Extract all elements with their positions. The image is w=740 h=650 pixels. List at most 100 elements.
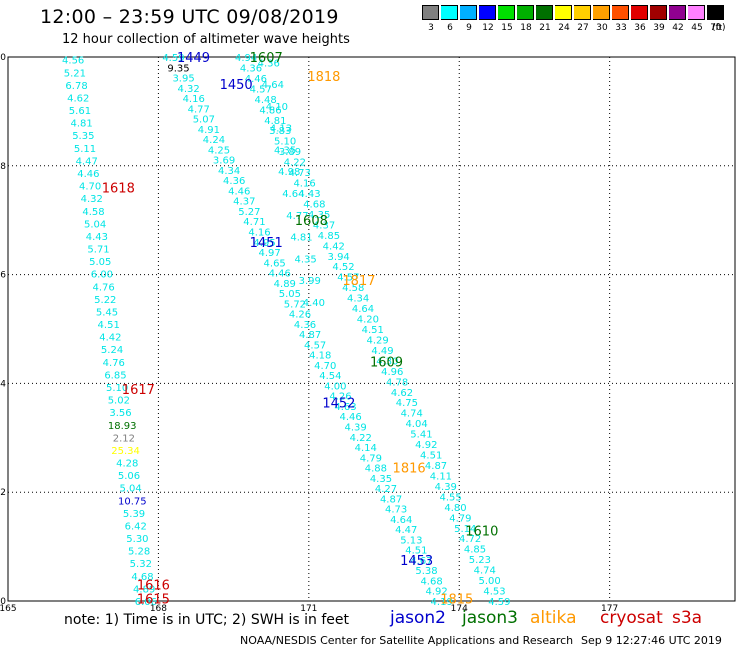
- swh-value-label: 4.59: [162, 53, 184, 64]
- swh-value-label: 4.54: [319, 371, 341, 382]
- swh-value-label: 5.02: [108, 396, 130, 407]
- swh-value-label: 4.42: [99, 333, 121, 344]
- mission-name-jason3: jason3: [462, 608, 518, 628]
- pass-time-label: 1615: [137, 592, 170, 607]
- swh-value-label: 4.76: [103, 358, 125, 369]
- swh-value-label: 4.29: [366, 335, 388, 346]
- legend-bin-label: 42: [672, 23, 684, 33]
- swh-value-label: 4.48: [254, 95, 276, 106]
- swh-value-label: 4.89: [133, 584, 155, 595]
- legend-bin-label: 3: [428, 23, 434, 33]
- swh-value-label: 4.51: [362, 325, 384, 336]
- swh-value-label: 4.56: [62, 56, 84, 67]
- swh-value-label: 3.94: [328, 252, 350, 263]
- x-tick-label: 174: [451, 604, 468, 614]
- legend-swatch: [555, 5, 572, 20]
- swh-value-label: 4.20: [357, 315, 379, 326]
- swh-value-label: 3.56: [109, 408, 131, 419]
- swh-value-label: 4.46: [245, 74, 267, 85]
- pass-time-label: 1815: [440, 592, 473, 607]
- swh-value-label: 4.22: [284, 158, 306, 169]
- legend-bin-label: 36: [634, 23, 646, 33]
- legend-swatch: [688, 5, 705, 20]
- swh-value-label: 5.22: [94, 295, 116, 306]
- swh-value-label: 5.38: [415, 566, 437, 577]
- swh-value-label: 4.46: [228, 186, 250, 197]
- swh-value-label: 3.99: [299, 276, 321, 287]
- swh-value-label: 4.87: [380, 494, 402, 505]
- swh-value-label: 4.26: [329, 392, 351, 403]
- swh-value-label: 4.16: [183, 94, 205, 105]
- swh-value-label: 5.61: [69, 106, 91, 117]
- swh-value-label: 3.83: [269, 126, 291, 137]
- swh-value-label: 5.24: [101, 345, 123, 356]
- legend-swatch: [517, 5, 534, 20]
- swh-value-label: 4.74: [401, 409, 423, 420]
- swh-value-label: 4.78: [386, 377, 408, 388]
- swh-value-label: 4.46: [77, 169, 99, 180]
- swh-value-label: 4.79: [449, 513, 471, 524]
- swh-value-label: 25.34: [111, 446, 140, 457]
- swh-value-label: 4.62: [67, 93, 89, 104]
- swh-value-label: 4.87: [425, 461, 447, 472]
- legend-unit: (ft): [712, 23, 726, 33]
- swh-value-label: 4.92: [425, 587, 447, 598]
- swh-value-label: 4.88: [365, 464, 387, 475]
- legend-swatch: [422, 5, 439, 20]
- pass-time-label: 1608: [295, 214, 328, 229]
- swh-value-label: 4.58: [82, 207, 104, 218]
- pass-time-label: 1617: [122, 383, 155, 398]
- swh-value-label: 4.37: [233, 197, 255, 208]
- swh-value-label: 4.13: [270, 124, 292, 135]
- x-tick-label: 168: [150, 604, 167, 614]
- swh-value-label: 4.18: [309, 351, 331, 362]
- swh-value-label: 10.75: [118, 496, 147, 507]
- swh-value-label: 4.96: [381, 367, 403, 378]
- chart-subtitle: 12 hour collection of altimeter wave hei…: [62, 32, 350, 47]
- pass-time-label: 1618: [102, 182, 135, 197]
- pass-time-label: 1609: [370, 356, 403, 371]
- swh-value-label: 5.10: [106, 383, 128, 394]
- swh-value-label: 4.85: [318, 231, 340, 242]
- swh-value-label: 4.04: [405, 419, 427, 430]
- swh-value-label: 4.34: [218, 166, 240, 177]
- swh-value-label: 4.87: [299, 330, 321, 341]
- swh-value-label: 4.22: [350, 433, 372, 444]
- swh-value-label: 4.70: [314, 361, 336, 372]
- swh-value-label: 6.42: [125, 521, 147, 532]
- swh-value-label: 4.35: [370, 474, 392, 485]
- legend-swatch: [460, 5, 477, 20]
- swh-value-label: 4.76: [92, 282, 114, 293]
- legend-bin-label: 9: [466, 23, 472, 33]
- pass-time-label: 1450: [220, 78, 253, 93]
- swh-value-label: 5.71: [87, 245, 109, 256]
- swh-value-label: 4.86: [259, 105, 281, 116]
- swh-value-label: 4.52: [332, 262, 354, 273]
- swh-value-label: 4.24: [203, 135, 225, 146]
- swh-value-label: 4.64: [262, 80, 284, 91]
- swh-value-label: 4.95: [253, 238, 275, 249]
- mission-name-jason2: jason2: [390, 608, 446, 628]
- swh-value-label: 4.85: [464, 545, 486, 556]
- pass-time-label: 1449: [177, 51, 210, 66]
- swh-value-label: 5.04: [120, 484, 142, 495]
- pass-time-label: 1818: [307, 70, 340, 85]
- legend-bin-label: 27: [577, 23, 589, 33]
- swh-value-label: 4.51: [405, 546, 427, 557]
- x-tick-label: 171: [300, 604, 317, 614]
- swh-value-label: 4.55: [440, 492, 462, 503]
- chart-title: 12:00 – 23:59 UTC 09/08/2019: [40, 6, 339, 28]
- swh-value-label: 4.81: [70, 119, 92, 130]
- swh-value-label: 4.46: [339, 412, 361, 423]
- swh-value-label: 5.41: [410, 430, 432, 441]
- credit-line: NOAA/NESDIS Center for Satellite Applica…: [240, 634, 574, 647]
- legend-bin-label: 21: [539, 23, 551, 33]
- swh-value-label: 5.21: [64, 68, 86, 79]
- legend-bin-label: 12: [482, 23, 494, 33]
- swh-value-label: 5.05: [89, 257, 111, 268]
- swh-value-label: 6.06: [135, 597, 157, 608]
- generated-timestamp: Sep 9 12:27:46 UTC 2019: [581, 634, 722, 647]
- swh-value-label: 5.10: [274, 137, 296, 148]
- legend-swatch: [479, 5, 496, 20]
